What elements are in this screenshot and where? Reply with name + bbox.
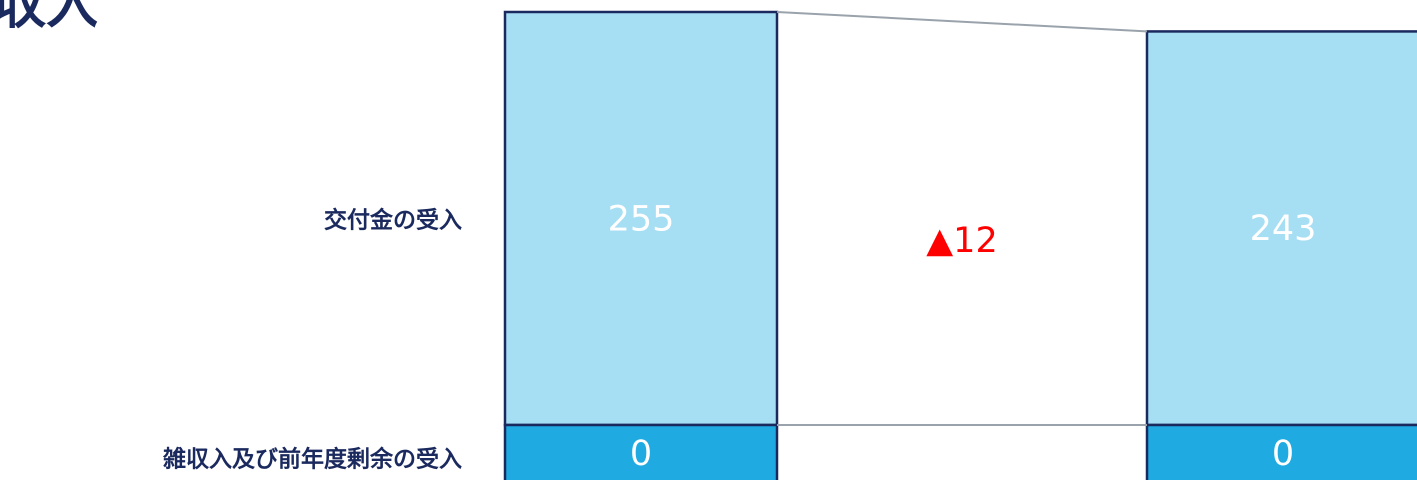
bar-segment-grants-1: [1145, 30, 1417, 427]
data-label-misc-1: 0: [1272, 434, 1294, 474]
connector-top-line: [776, 11, 1148, 33]
data-label-grants-0: 255: [608, 200, 675, 240]
bar-segment-misc-1: [1145, 423, 1417, 480]
data-label-grants-1: 243: [1250, 209, 1317, 249]
row-label-grants: 交付金の受入: [324, 207, 462, 233]
delta-annotation: ▲12: [926, 221, 997, 261]
page-title: 収入: [0, 0, 99, 36]
bar-segment-grants-0: [503, 10, 779, 427]
bar-segment-misc-0: [503, 423, 779, 480]
data-label-misc-0: 0: [630, 434, 652, 474]
row-label-misc-income: 雑収入及び前年度剰余の受入: [163, 446, 462, 473]
